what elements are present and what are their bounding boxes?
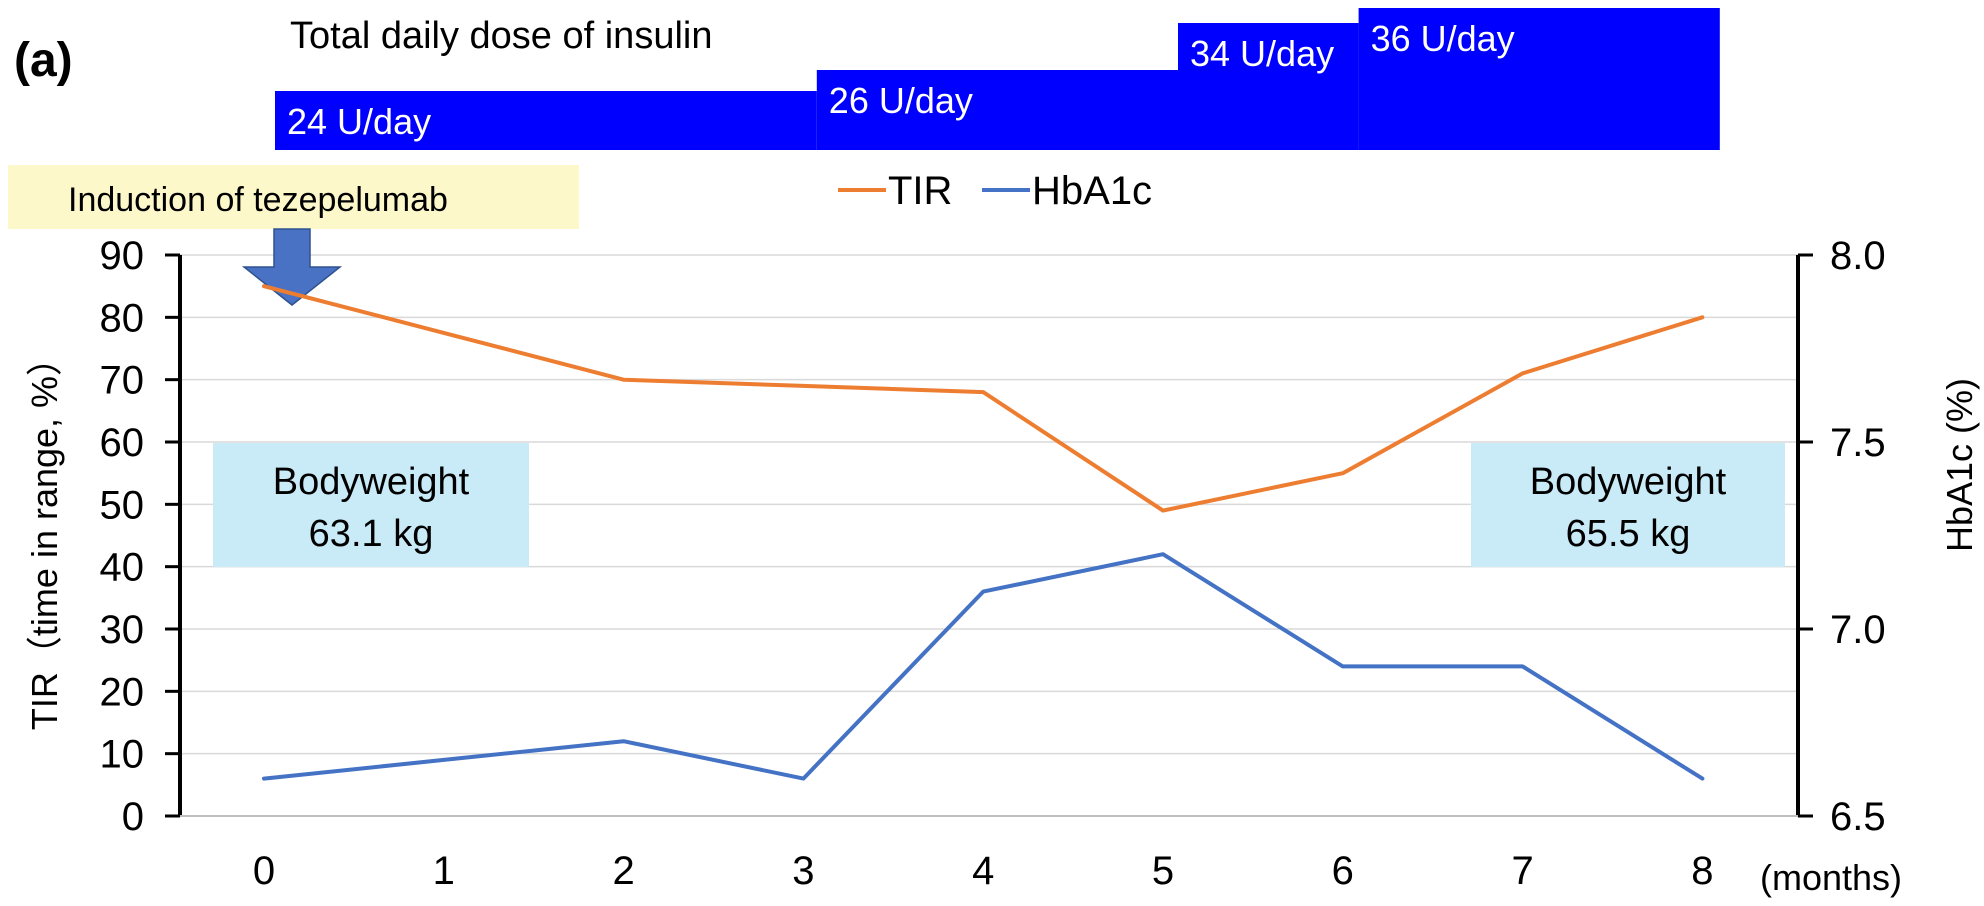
- point-hba1c-3: [801, 777, 805, 781]
- point-tir-3: [801, 384, 805, 388]
- y-tick-label-9: 90: [100, 234, 145, 278]
- point-tir-6: [1341, 471, 1345, 475]
- point-tir-5: [1161, 509, 1165, 513]
- y2-axis-title: HbA1c (%): [1939, 378, 1980, 552]
- insulin-segment-3: [1358, 8, 1720, 150]
- insulin-segment-label-1: 26 U/day: [829, 80, 973, 121]
- y-tick-label-6: 60: [100, 421, 145, 465]
- x-tick-label-8: 8: [1691, 849, 1713, 893]
- bodyweight-value-0: 63.1 kg: [309, 513, 434, 555]
- point-tir-2: [622, 378, 626, 382]
- y-tick-label-8: 80: [100, 296, 145, 340]
- x-tick-label-2: 2: [612, 849, 634, 893]
- bodyweight-boxes: Bodyweight 63.1 kg Bodyweight 65.5 kg: [213, 443, 1785, 567]
- insulin-title: Total daily dose of insulin: [290, 15, 712, 57]
- bodyweight-label-1: Bodyweight: [1530, 461, 1727, 503]
- y-tick-label-3: 30: [100, 608, 145, 652]
- insulin-segment-label-3: 36 U/day: [1371, 18, 1515, 59]
- point-tir-1: [442, 331, 446, 335]
- insulin-segment-1: [816, 70, 1178, 150]
- panel-label: (a): [14, 34, 73, 87]
- x-tick-label-7: 7: [1511, 849, 1533, 893]
- point-hba1c-1: [442, 758, 446, 762]
- x-tick-label-0: 0: [253, 849, 275, 893]
- x-axis-title: (months): [1760, 857, 1902, 898]
- y2-tick-label-1: 7.0: [1830, 608, 1886, 652]
- series-line-hba1c: [262, 552, 1705, 781]
- point-tir-8: [1700, 315, 1704, 319]
- legend-label-tir: TIR: [888, 169, 952, 213]
- legend: TIR HbA1c: [838, 169, 1152, 213]
- point-hba1c-8: [1700, 777, 1704, 781]
- point-hba1c-5: [1161, 552, 1165, 556]
- x-tick-label-1: 1: [433, 849, 455, 893]
- point-hba1c-4: [981, 590, 985, 594]
- tezepelumab-label: Induction of tezepelumab: [68, 181, 448, 219]
- bodyweight-box-1: [1471, 443, 1785, 567]
- point-tir-0: [262, 284, 266, 288]
- point-tir-7: [1521, 371, 1525, 375]
- y2-tick-label-0: 6.5: [1830, 795, 1886, 839]
- point-hba1c-0: [262, 777, 266, 781]
- legend-label-hba1c: HbA1c: [1032, 169, 1152, 213]
- point-hba1c-2: [622, 739, 626, 743]
- y-tick-label-0: 0: [122, 795, 144, 839]
- bodyweight-box-0: [213, 443, 529, 567]
- point-hba1c-6: [1341, 664, 1345, 668]
- y-tick-label-1: 10: [100, 733, 145, 777]
- point-tir-4: [981, 390, 985, 394]
- y-tick-label-2: 20: [100, 670, 145, 714]
- y2-tick-label-3: 8.0: [1830, 234, 1886, 278]
- axes: 0 10 20 30 40 50 60 70 80 90 6.5 7.0 7.5 8.0 0 1 2 3 4 5 6 7 8…: [24, 234, 1980, 898]
- insulin-segment-label-2: 34 U/day: [1190, 33, 1334, 74]
- series-lines: [262, 284, 1705, 781]
- tezepelumab-annotation: Induction of tezepelumab: [8, 165, 579, 306]
- x-tick-label-4: 4: [972, 849, 994, 893]
- y-axis-title: TIR（time in range, %）: [24, 340, 65, 730]
- x-tick-label-5: 5: [1152, 849, 1174, 893]
- y2-tick-label-2: 7.5: [1830, 421, 1886, 465]
- x-tick-label-6: 6: [1332, 849, 1354, 893]
- bodyweight-value-1: 65.5 kg: [1566, 513, 1691, 555]
- insulin-segment-label-0: 24 U/day: [287, 101, 431, 142]
- y-tick-label-7: 70: [100, 359, 145, 403]
- bodyweight-label-0: Bodyweight: [273, 461, 470, 503]
- insulin-segment-2: [1178, 23, 1359, 150]
- y-tick-label-5: 50: [100, 483, 145, 527]
- tezepelumab-label-box: [8, 165, 579, 229]
- insulin-dose-bar: 24 U/day 26 U/day 34 U/day 36 U/day: [275, 8, 1720, 150]
- y-tick-label-4: 40: [100, 546, 145, 590]
- x-tick-label-3: 3: [792, 849, 814, 893]
- point-hba1c-7: [1521, 664, 1525, 668]
- insulin-segment-0: [275, 91, 817, 150]
